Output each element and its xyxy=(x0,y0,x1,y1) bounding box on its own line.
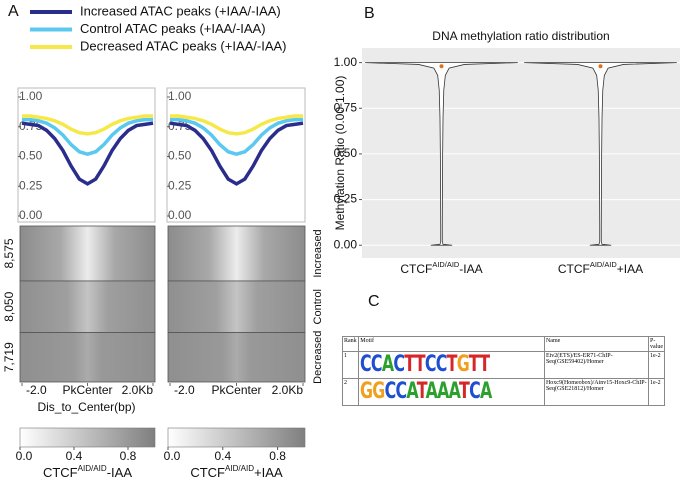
y-tick-label: 0.00 xyxy=(334,237,358,251)
colorbar-tick-label: 0.4 xyxy=(214,449,231,463)
caption: CTCFAID/AID+IAA xyxy=(190,464,283,480)
panel-label: A xyxy=(8,3,19,20)
panel-label: B xyxy=(364,5,375,22)
caption-sup: AID/AID xyxy=(590,260,617,269)
motif-logo: GGCCATAAATCA xyxy=(360,379,492,404)
colorbar-tick-label: 0.0 xyxy=(16,449,33,463)
motif-logo: CCACTTCCTGTT xyxy=(360,352,490,377)
y-tick-label: 0.75 xyxy=(334,100,358,114)
colorbar-tick-label: 0.4 xyxy=(66,449,83,463)
y-tick-label: 0.00 xyxy=(19,208,43,222)
heatmap-group xyxy=(167,332,306,383)
x-tick-label: PkCenter xyxy=(62,383,112,397)
y-tick-label: 1.00 xyxy=(334,55,358,69)
x-tick-label: 2.0Kb xyxy=(122,383,154,397)
y-tick-label: 0.50 xyxy=(334,146,358,160)
profile-line xyxy=(170,114,303,136)
legend-label: Decreased ATAC peaks (+IAA/-IAA) xyxy=(80,38,287,53)
heatmap-group xyxy=(19,225,156,282)
profile-line xyxy=(170,117,303,156)
cell: 1 xyxy=(341,351,360,379)
caption-sup: AID/AID xyxy=(225,464,254,473)
row-group-label: Decreased xyxy=(312,331,324,384)
caption-sup: AID/AID xyxy=(78,464,107,473)
violin xyxy=(524,62,677,246)
cell: GGCCATAAATCA xyxy=(358,378,545,406)
x-tick-label: -2.0 xyxy=(26,383,47,397)
x-tick-label: 2.0Kb xyxy=(272,383,304,397)
y-tick-label: 0.00 xyxy=(168,208,192,222)
header-cell: Motif xyxy=(358,336,545,352)
profile-line xyxy=(169,121,304,186)
caption: CTCFAID/AID+IAA xyxy=(558,260,643,276)
y-axis-label: Methylation Ratio (0.00-1.00) xyxy=(333,76,347,231)
row-count-label: 8,575 xyxy=(2,238,16,268)
header-cell: Rank xyxy=(341,336,360,352)
y-tick-label: 0.50 xyxy=(19,149,43,163)
row-group-label: Increased xyxy=(312,229,324,277)
cell: 1e-2 xyxy=(648,378,665,406)
heatmap-group xyxy=(167,280,306,333)
x-axis-label: Dis_to_Center(bp) xyxy=(37,400,135,414)
header-cell: P-value xyxy=(648,336,665,352)
profile-line xyxy=(22,117,153,156)
panel-label: C xyxy=(368,293,380,310)
cell: Hoxc9(Homeobox)/Ainv15-Hoxc9-ChIP-Seq(GS… xyxy=(543,378,650,406)
colorbar-tick-label: 0.8 xyxy=(269,449,286,463)
heatmap-group xyxy=(19,332,156,383)
x-tick-label: -2.0 xyxy=(174,383,195,397)
violin xyxy=(365,62,518,246)
y-tick-label: 1.00 xyxy=(19,89,43,103)
chart-title: DNA methylation ratio distribution xyxy=(432,29,609,43)
caption-sup: AID/AID xyxy=(432,260,459,269)
y-tick-label: 1.00 xyxy=(168,89,192,103)
row-count-label: 7,719 xyxy=(2,342,16,372)
heatmap-group xyxy=(19,280,156,333)
motif-table: Rank Motif Name P-value 1 CCACTTCCTGTT E… xyxy=(341,336,665,406)
legend-label: Control ATAC peaks (+IAA/-IAA) xyxy=(80,21,266,36)
caption-base: CTCF xyxy=(558,262,590,276)
caption: CTCFAID/AID-IAA xyxy=(400,260,482,276)
row-count-label: 8,050 xyxy=(2,291,16,321)
profile-line xyxy=(22,114,153,136)
caption: CTCFAID/AID-IAA xyxy=(43,464,132,480)
median-dot xyxy=(439,64,444,69)
colorbar xyxy=(19,427,156,448)
caption-base: CTCF xyxy=(400,262,432,276)
caption-suffix: -IAA xyxy=(459,262,482,276)
plot-background xyxy=(362,48,680,258)
caption-suffix: -IAA xyxy=(107,465,133,480)
table-row: 2 GGCCATAAATCA Hoxc9(Homeobox)/Ainv15-Ho… xyxy=(341,378,665,406)
median-dot xyxy=(598,64,603,69)
y-tick-label: 0.50 xyxy=(168,149,192,163)
profile-line xyxy=(21,121,154,186)
heatmap-group xyxy=(167,225,306,282)
caption-base: CTCF xyxy=(190,465,225,480)
row-group-label: Control xyxy=(312,289,324,324)
cell: 1e-2 xyxy=(648,351,665,379)
y-tick-label: 0.25 xyxy=(168,178,192,192)
table-header: Rank Motif Name P-value xyxy=(341,336,665,352)
caption-base: CTCF xyxy=(43,465,78,480)
y-tick-label: 0.25 xyxy=(334,192,358,206)
cell: 2 xyxy=(341,378,360,406)
x-tick-label: PkCenter xyxy=(211,383,261,397)
caption-suffix: +IAA xyxy=(254,465,283,480)
table-row: 1 CCACTTCCTGTT Etv2(ETS)/ES-ER71-ChIP-Se… xyxy=(341,351,665,379)
cell: CCACTTCCTGTT xyxy=(358,351,545,379)
colorbar xyxy=(167,427,306,448)
legend-label: Increased ATAC peaks (+IAA/-IAA) xyxy=(80,3,281,18)
y-tick-label: 0.25 xyxy=(19,178,43,192)
caption-suffix: +IAA xyxy=(617,262,643,276)
colorbar-tick-label: 0.8 xyxy=(120,449,137,463)
colorbar-tick-label: 0.0 xyxy=(164,449,181,463)
cell: Etv2(ETS)/ES-ER71-ChIP-Seq(GSE59402)/Hom… xyxy=(543,351,650,379)
header-cell: Name xyxy=(543,336,650,352)
